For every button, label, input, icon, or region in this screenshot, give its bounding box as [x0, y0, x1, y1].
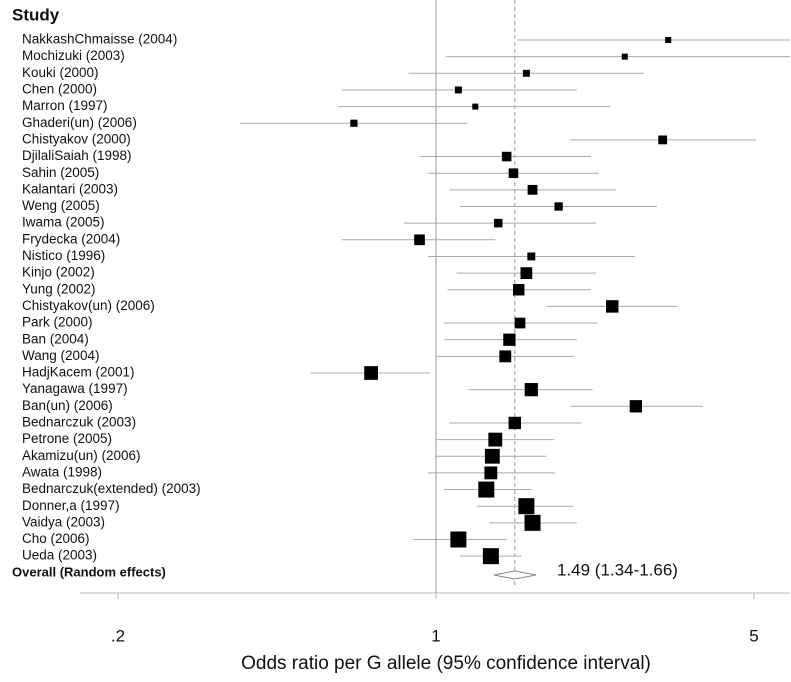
study-label: Awata (1998) — [22, 464, 102, 479]
odds-ratio-marker — [518, 498, 534, 514]
odds-ratio-marker — [513, 284, 524, 295]
odds-ratio-marker — [525, 515, 541, 531]
x-tick-label: 5 — [749, 626, 758, 645]
study-label: Park (2000) — [22, 315, 93, 330]
study-label: Ban (2004) — [22, 331, 89, 346]
study-label: Petrone (2005) — [22, 431, 112, 446]
odds-ratio-marker — [488, 433, 502, 447]
study-label: Chistyakov (2000) — [22, 131, 131, 146]
study-label: Kouki (2000) — [22, 65, 99, 80]
study-label: Wang (2004) — [22, 348, 100, 363]
study-label: DjilaliSaiah (1998) — [22, 148, 132, 163]
odds-ratio-marker — [455, 86, 462, 93]
odds-ratio-marker — [665, 37, 671, 43]
odds-ratio-marker — [509, 168, 519, 178]
odds-ratio-marker — [658, 135, 667, 144]
x-tick-label: .2 — [111, 626, 125, 645]
x-tick-label: 1 — [431, 626, 440, 645]
study-label: Bednarczuk (2003) — [22, 415, 136, 430]
odds-ratio-marker — [478, 482, 494, 498]
study-label: Vaidya (2003) — [22, 514, 105, 529]
odds-ratio-marker — [414, 234, 425, 245]
x-axis-label: Odds ratio per G allele (95% confidence … — [241, 653, 651, 674]
odds-ratio-marker — [606, 300, 618, 312]
study-label: Marron (1997) — [22, 98, 108, 113]
study-label: Ueda (2003) — [22, 548, 97, 563]
study-label: Chistyakov(un) (2006) — [22, 298, 155, 313]
study-label: Chen (2000) — [22, 82, 97, 97]
odds-ratio-marker — [527, 252, 535, 260]
odds-ratio-marker — [509, 417, 521, 429]
overall-diamond — [494, 571, 536, 579]
study-label: Mochizuki (2003) — [22, 48, 125, 63]
odds-ratio-marker — [450, 532, 466, 548]
odds-ratio-marker — [554, 202, 562, 210]
odds-ratio-marker — [622, 54, 628, 60]
study-label: Ghaderi(un) (2006) — [22, 115, 137, 130]
odds-ratio-marker — [485, 449, 500, 464]
odds-ratio-marker — [521, 267, 533, 279]
study-label: NakkashChmaisse (2004) — [22, 32, 177, 47]
odds-ratio-marker — [515, 318, 526, 329]
odds-ratio-marker — [503, 334, 515, 346]
study-label: Donner,a (1997) — [22, 498, 120, 513]
odds-ratio-marker — [350, 120, 357, 127]
study-label: Ban(un) (2006) — [22, 398, 113, 413]
study-label: Yanagawa (1997) — [22, 381, 128, 396]
odds-ratio-marker — [523, 70, 530, 77]
study-label: Yung (2002) — [22, 281, 96, 296]
study-label: HadjKacem (2001) — [22, 365, 135, 380]
study-label: Frydecka (2004) — [22, 231, 120, 246]
odds-ratio-marker — [499, 350, 511, 362]
odds-ratio-marker — [528, 185, 538, 195]
overall-value-label: 1.49 (1.34-1.66) — [557, 560, 678, 579]
odds-ratio-marker — [472, 104, 478, 110]
study-label: Kalantari (2003) — [22, 181, 118, 196]
odds-ratio-marker — [483, 548, 499, 564]
study-label: Iwama (2005) — [22, 215, 105, 230]
header: Study — [12, 5, 60, 24]
odds-ratio-marker — [364, 366, 378, 380]
study-label: Cho (2006) — [22, 531, 90, 546]
study-label: Kinjo (2002) — [22, 265, 95, 280]
study-label: Akamizu(un) (2006) — [22, 448, 141, 463]
odds-ratio-marker — [630, 400, 642, 412]
study-label: Nistico (1996) — [22, 248, 105, 263]
odds-ratio-marker — [502, 152, 512, 162]
study-label: Sahin (2005) — [22, 165, 99, 180]
forest-plot: Study Overall (Random effects) 1.49 (1.3… — [0, 0, 791, 682]
overall-label: Overall (Random effects) — [12, 564, 166, 579]
odds-ratio-marker — [525, 383, 538, 396]
odds-ratio-marker — [494, 219, 503, 228]
study-label: Bednarczuk(extended) (2003) — [22, 481, 201, 496]
odds-ratio-marker — [484, 466, 497, 479]
study-label: Weng (2005) — [22, 198, 100, 213]
